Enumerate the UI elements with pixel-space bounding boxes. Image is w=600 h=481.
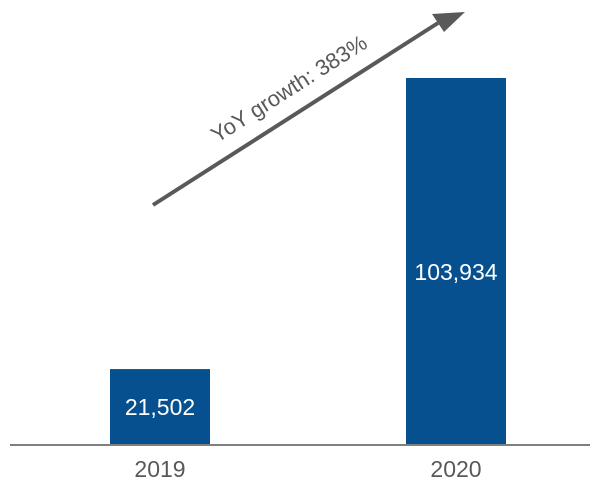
x-tick-labels: 2019 2020 [134,456,481,481]
growth-annotation-label: YoY growth: 383% [206,30,371,148]
bar-value-label-2019: 21,502 [125,394,195,420]
growth-arrow-head [432,12,465,32]
bar-2019 [110,369,210,445]
bars-group: 21,502 103,934 [110,78,506,445]
x-tick-label-2019: 2019 [134,456,185,481]
x-tick-label-2020: 2020 [430,456,481,481]
growth-arrow [151,12,465,207]
bar-value-label-2020: 103,934 [414,259,497,285]
growth-arrow-line [151,21,440,207]
bar-2020 [406,78,506,445]
